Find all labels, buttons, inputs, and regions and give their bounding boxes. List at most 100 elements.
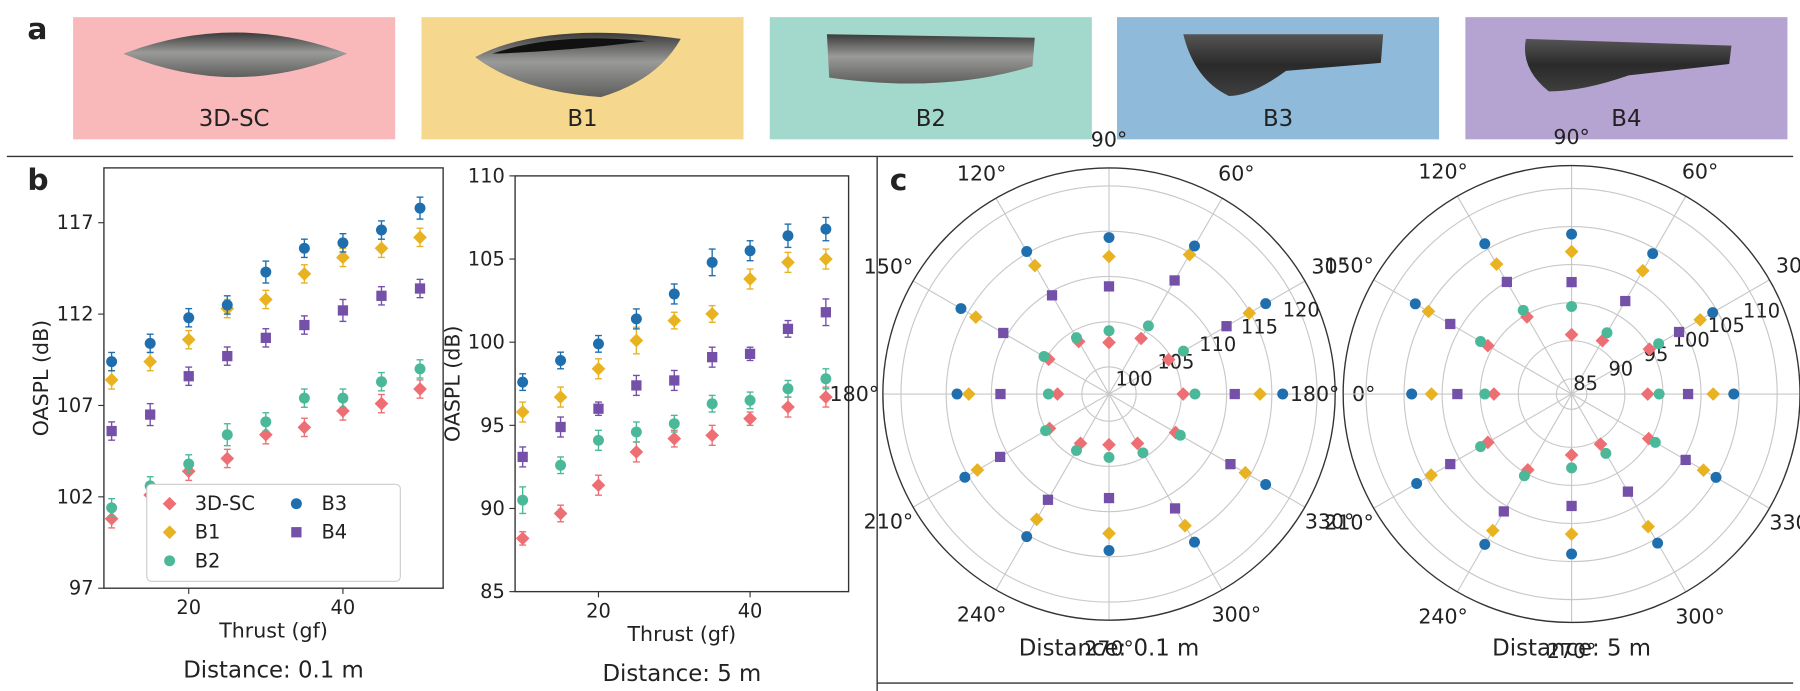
- caption: Distance: 5 m: [602, 661, 761, 687]
- marker: [299, 319, 310, 331]
- grid-spoke: [912, 280, 1110, 395]
- marker: [1710, 471, 1722, 483]
- marker: [1682, 388, 1694, 400]
- grid-spoke: [1373, 279, 1572, 395]
- marker: [258, 292, 273, 307]
- marker: [376, 290, 387, 301]
- grid-spoke: [1571, 279, 1770, 395]
- marker: [1424, 468, 1438, 482]
- marker: [515, 531, 530, 546]
- marker: [144, 337, 156, 349]
- marker: [555, 459, 567, 471]
- marker: [970, 463, 985, 477]
- marker: [1174, 429, 1186, 441]
- marker: [1479, 388, 1491, 400]
- marker: [1260, 298, 1272, 310]
- grid-spoke: [1373, 393, 1572, 509]
- marker: [1103, 451, 1115, 463]
- theta-tick-label: 120°: [1418, 159, 1467, 183]
- grid-spoke: [995, 393, 1110, 591]
- marker: [668, 288, 680, 300]
- marker: [297, 267, 312, 281]
- grid-spoke: [1571, 195, 1687, 395]
- marker: [1479, 238, 1491, 250]
- marker: [1566, 548, 1578, 560]
- marker: [1649, 436, 1661, 448]
- marker: [221, 299, 233, 311]
- marker: [630, 426, 642, 438]
- marker: [1445, 458, 1456, 470]
- theta-tick-label: 30°: [1776, 254, 1800, 278]
- theta-tick-label: 120°: [957, 161, 1007, 185]
- marker: [1635, 263, 1650, 278]
- polar-spine: [882, 167, 1336, 621]
- marker: [629, 333, 644, 348]
- marker: [744, 245, 756, 257]
- marker: [1728, 388, 1740, 400]
- y-axis-label: OASPL (dB): [440, 326, 464, 442]
- marker: [375, 224, 387, 236]
- marker: [1021, 531, 1033, 543]
- marker: [1452, 388, 1463, 400]
- theta-tick-label: 150°: [1324, 254, 1374, 278]
- shape-label: B3: [1263, 106, 1293, 132]
- marker: [1102, 526, 1116, 541]
- marker: [1040, 425, 1052, 437]
- marker: [1487, 387, 1501, 401]
- marker: [1169, 503, 1181, 514]
- marker: [222, 350, 233, 362]
- marker: [1225, 459, 1236, 470]
- marker: [1029, 512, 1044, 527]
- theta-tick-label: 270°: [1084, 637, 1134, 661]
- x-tick-label: 20: [586, 600, 611, 623]
- shape-label: B4: [1611, 106, 1641, 132]
- marker: [1070, 332, 1082, 344]
- marker: [1103, 232, 1115, 244]
- marker: [104, 511, 119, 526]
- marker: [413, 382, 427, 396]
- marker: [1566, 500, 1577, 512]
- marker: [707, 352, 718, 363]
- y-tick-label: 110: [468, 164, 505, 187]
- marker: [1693, 312, 1708, 327]
- marker: [968, 310, 983, 325]
- y-tick-label: 97: [69, 577, 94, 600]
- marker: [667, 431, 682, 446]
- r-tick-label: 90: [1608, 358, 1633, 381]
- marker: [1653, 338, 1665, 350]
- x-tick-label: 40: [331, 596, 356, 619]
- marker: [1137, 447, 1149, 459]
- marker: [706, 256, 718, 268]
- theta-tick-label: 180°: [1290, 382, 1340, 406]
- marker: [668, 418, 680, 430]
- marker: [782, 230, 794, 242]
- marker: [106, 425, 117, 437]
- marker: [1424, 387, 1439, 401]
- x-axis-label: Thrust (gf): [218, 618, 328, 642]
- panel-label: b: [27, 163, 48, 198]
- marker: [517, 376, 529, 388]
- marker: [260, 332, 271, 343]
- y-tick-label: 107: [57, 394, 94, 417]
- marker: [819, 252, 833, 266]
- theta-tick-label: 210°: [864, 509, 914, 533]
- marker: [782, 383, 794, 395]
- theta-tick-label: 300°: [1212, 603, 1262, 627]
- marker: [336, 250, 350, 265]
- marker: [1169, 275, 1180, 286]
- marker: [1021, 245, 1033, 257]
- r-tick-label: 115: [1241, 316, 1278, 339]
- marker: [1593, 437, 1608, 452]
- marker: [591, 361, 606, 376]
- marker: [961, 387, 976, 401]
- marker: [995, 388, 1006, 400]
- marker: [1475, 441, 1487, 453]
- marker: [820, 223, 832, 235]
- marker: [820, 307, 832, 318]
- legend-label: B2: [195, 549, 221, 572]
- polar-spine: [1342, 164, 1800, 624]
- r-tick-label: 110: [1199, 333, 1236, 356]
- marker: [517, 494, 529, 506]
- marker: [1498, 506, 1509, 517]
- marker: [220, 451, 235, 466]
